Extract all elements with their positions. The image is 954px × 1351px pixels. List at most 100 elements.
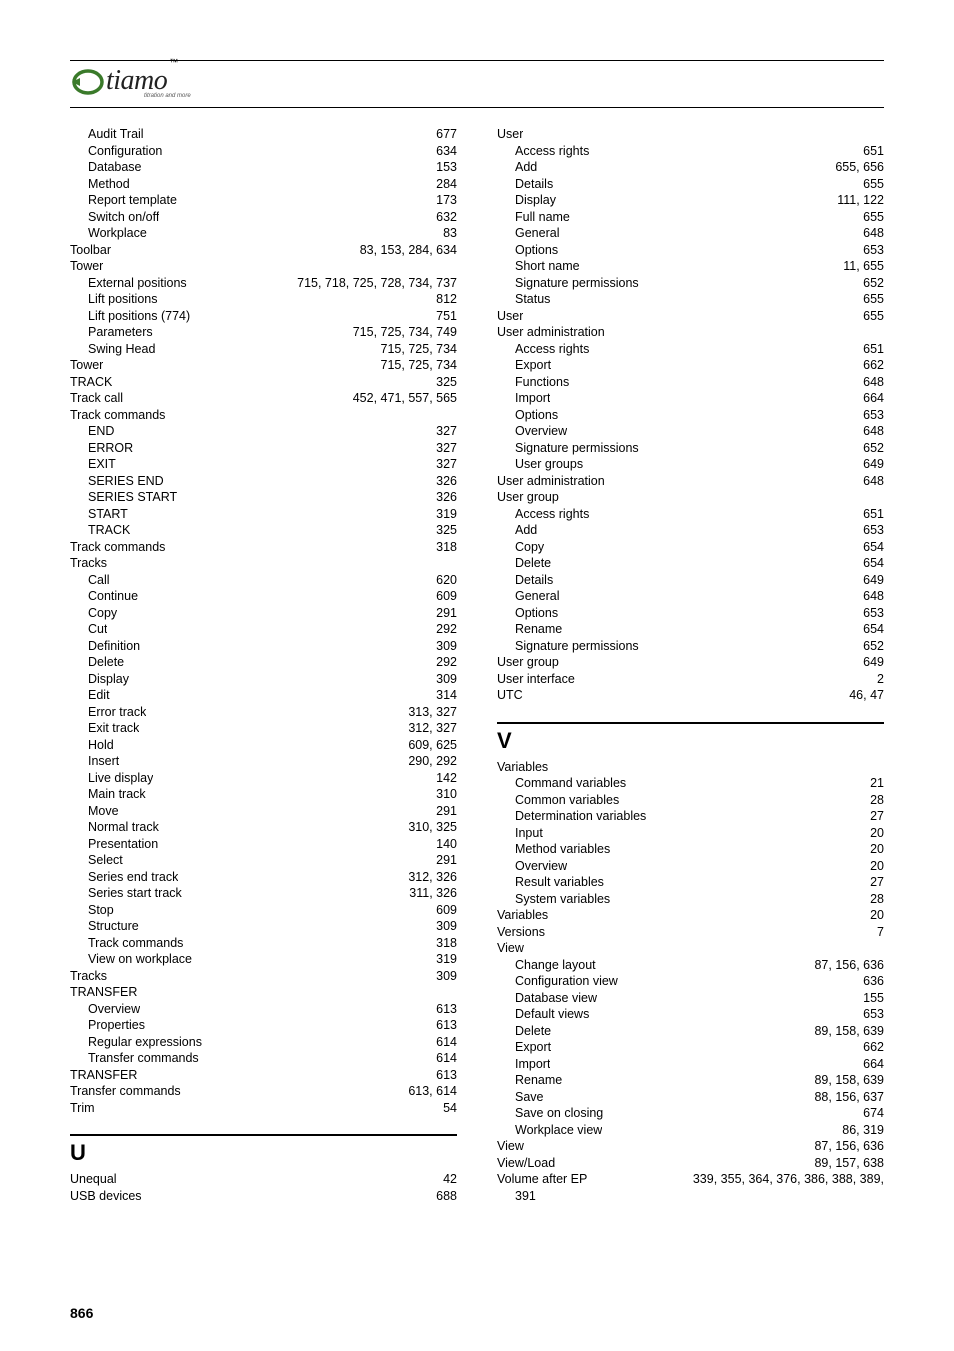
index-label: EXIT [88, 456, 116, 473]
index-entry: Overview20 [497, 858, 884, 875]
index-entry: Stop609 [70, 902, 457, 919]
index-label: TRANSFER [70, 984, 137, 1001]
index-entry: Insert290, 292 [70, 753, 457, 770]
index-pages: 636 [855, 973, 884, 990]
index-entry: Rename 89, 158, 639 [497, 1072, 884, 1089]
index-label: Hold [88, 737, 114, 754]
index-entry: User [497, 126, 884, 143]
index-label: Live display [88, 770, 153, 787]
index-entry: Method284 [70, 176, 457, 193]
index-label: Configuration view [515, 973, 618, 990]
index-pages: 87, 156, 636 [806, 957, 884, 974]
index-pages: 27 [862, 808, 884, 825]
index-label: Overview [515, 858, 567, 875]
index-pages: 89, 158, 639 [806, 1072, 884, 1089]
index-pages: 319 [428, 506, 457, 523]
index-pages: 651 [855, 506, 884, 523]
index-label: Error track [88, 704, 146, 721]
index-entry: User655 [497, 308, 884, 325]
index-entry: Method variables20 [497, 841, 884, 858]
index-label: Series start track [88, 885, 182, 902]
index-pages: 89, 157, 638 [806, 1155, 884, 1172]
index-label: View/Load [497, 1155, 555, 1172]
index-entry: Determination variables 27 [497, 808, 884, 825]
index-pages: 111, 122 [829, 192, 884, 209]
index-pages: 46, 47 [841, 687, 884, 704]
index-pages: 20 [862, 907, 884, 924]
index-pages: 654 [855, 539, 884, 556]
index-label: Functions [515, 374, 569, 391]
index-label: Determination variables [515, 808, 646, 825]
index-pages: 677 [428, 126, 457, 143]
index-entry: Rename654 [497, 621, 884, 638]
index-entry: EXIT327 [70, 456, 457, 473]
index-label: Swing Head [88, 341, 155, 358]
index-pages: 311, 326 [401, 885, 457, 902]
index-entry: Options653 [497, 407, 884, 424]
index-label: Default views [515, 1006, 589, 1023]
index-entry: Tower715, 725, 734 [70, 357, 457, 374]
index-label: External positions [88, 275, 187, 292]
index-entry: General648 [497, 225, 884, 242]
index-pages: 309 [428, 671, 457, 688]
index-pages: 27 [862, 874, 884, 891]
index-entry: Toolbar83, 153, 284, 634 [70, 242, 457, 259]
logo: tiamo™ titration and more [70, 65, 884, 99]
index-pages: 655, 656 [827, 159, 884, 176]
index-label: Insert [88, 753, 119, 770]
index-pages: 609 [428, 902, 457, 919]
index-pages: 326 [428, 473, 457, 490]
index-pages: 653 [855, 407, 884, 424]
index-label: General [515, 588, 559, 605]
index-entry: Access rights651 [497, 341, 884, 358]
index-pages: 2 [869, 671, 884, 688]
index-entry: Transfer commands613, 614 [70, 1083, 457, 1100]
index-label: User [497, 308, 523, 325]
index-pages: 654 [855, 621, 884, 638]
index-entry: UTC 46, 47 [497, 687, 884, 704]
index-pages: 653 [855, 605, 884, 622]
index-label: Database [88, 159, 142, 176]
index-entry: Common variables28 [497, 792, 884, 809]
index-entry: Structure309 [70, 918, 457, 935]
index-pages: 318 [428, 935, 457, 952]
index-pages: 142 [428, 770, 457, 787]
index-entry: User administration [497, 324, 884, 341]
index-entry: Signature permissions652 [497, 275, 884, 292]
index-pages: 325 [428, 522, 457, 539]
index-entry: Overview648 [497, 423, 884, 440]
index-entry: Error track313, 327 [70, 704, 457, 721]
index-label: Details [515, 572, 553, 589]
index-label: TRACK [70, 374, 112, 391]
index-entry: View on workplace319 [70, 951, 457, 968]
index-label: Variables [497, 759, 548, 776]
index-pages: 634 [428, 143, 457, 160]
index-entry: User group649 [497, 654, 884, 671]
index-label: Full name [515, 209, 570, 226]
index-entry: System variables 28 [497, 891, 884, 908]
index-entry: Change layout87, 156, 636 [497, 957, 884, 974]
index-label: Access rights [515, 143, 589, 160]
index-entry: Edit314 [70, 687, 457, 704]
index-entry: Configuration view 636 [497, 973, 884, 990]
index-pages: 155 [855, 990, 884, 1007]
index-entry: Database view155 [497, 990, 884, 1007]
index-label: Rename [515, 1072, 562, 1089]
index-pages: 310 [428, 786, 457, 803]
index-pages: 649 [855, 456, 884, 473]
index-pages: 28 [862, 891, 884, 908]
index-label: UTC [497, 687, 523, 704]
index-entry: User groups649 [497, 456, 884, 473]
index-pages: 327 [428, 440, 457, 457]
index-entry: Result variables27 [497, 874, 884, 891]
index-pages: 83, 153, 284, 634 [352, 242, 457, 259]
index-label: System variables [515, 891, 610, 908]
index-entry: Tower [70, 258, 457, 275]
index-entry: Series end track312, 326 [70, 869, 457, 886]
index-label: Transfer commands [88, 1050, 199, 1067]
index-label: Status [515, 291, 550, 308]
index-label: Options [515, 242, 558, 259]
index-entry: Hold609, 625 [70, 737, 457, 754]
index-label: Call [88, 572, 110, 589]
index-entry: Audit Trail677 [70, 126, 457, 143]
